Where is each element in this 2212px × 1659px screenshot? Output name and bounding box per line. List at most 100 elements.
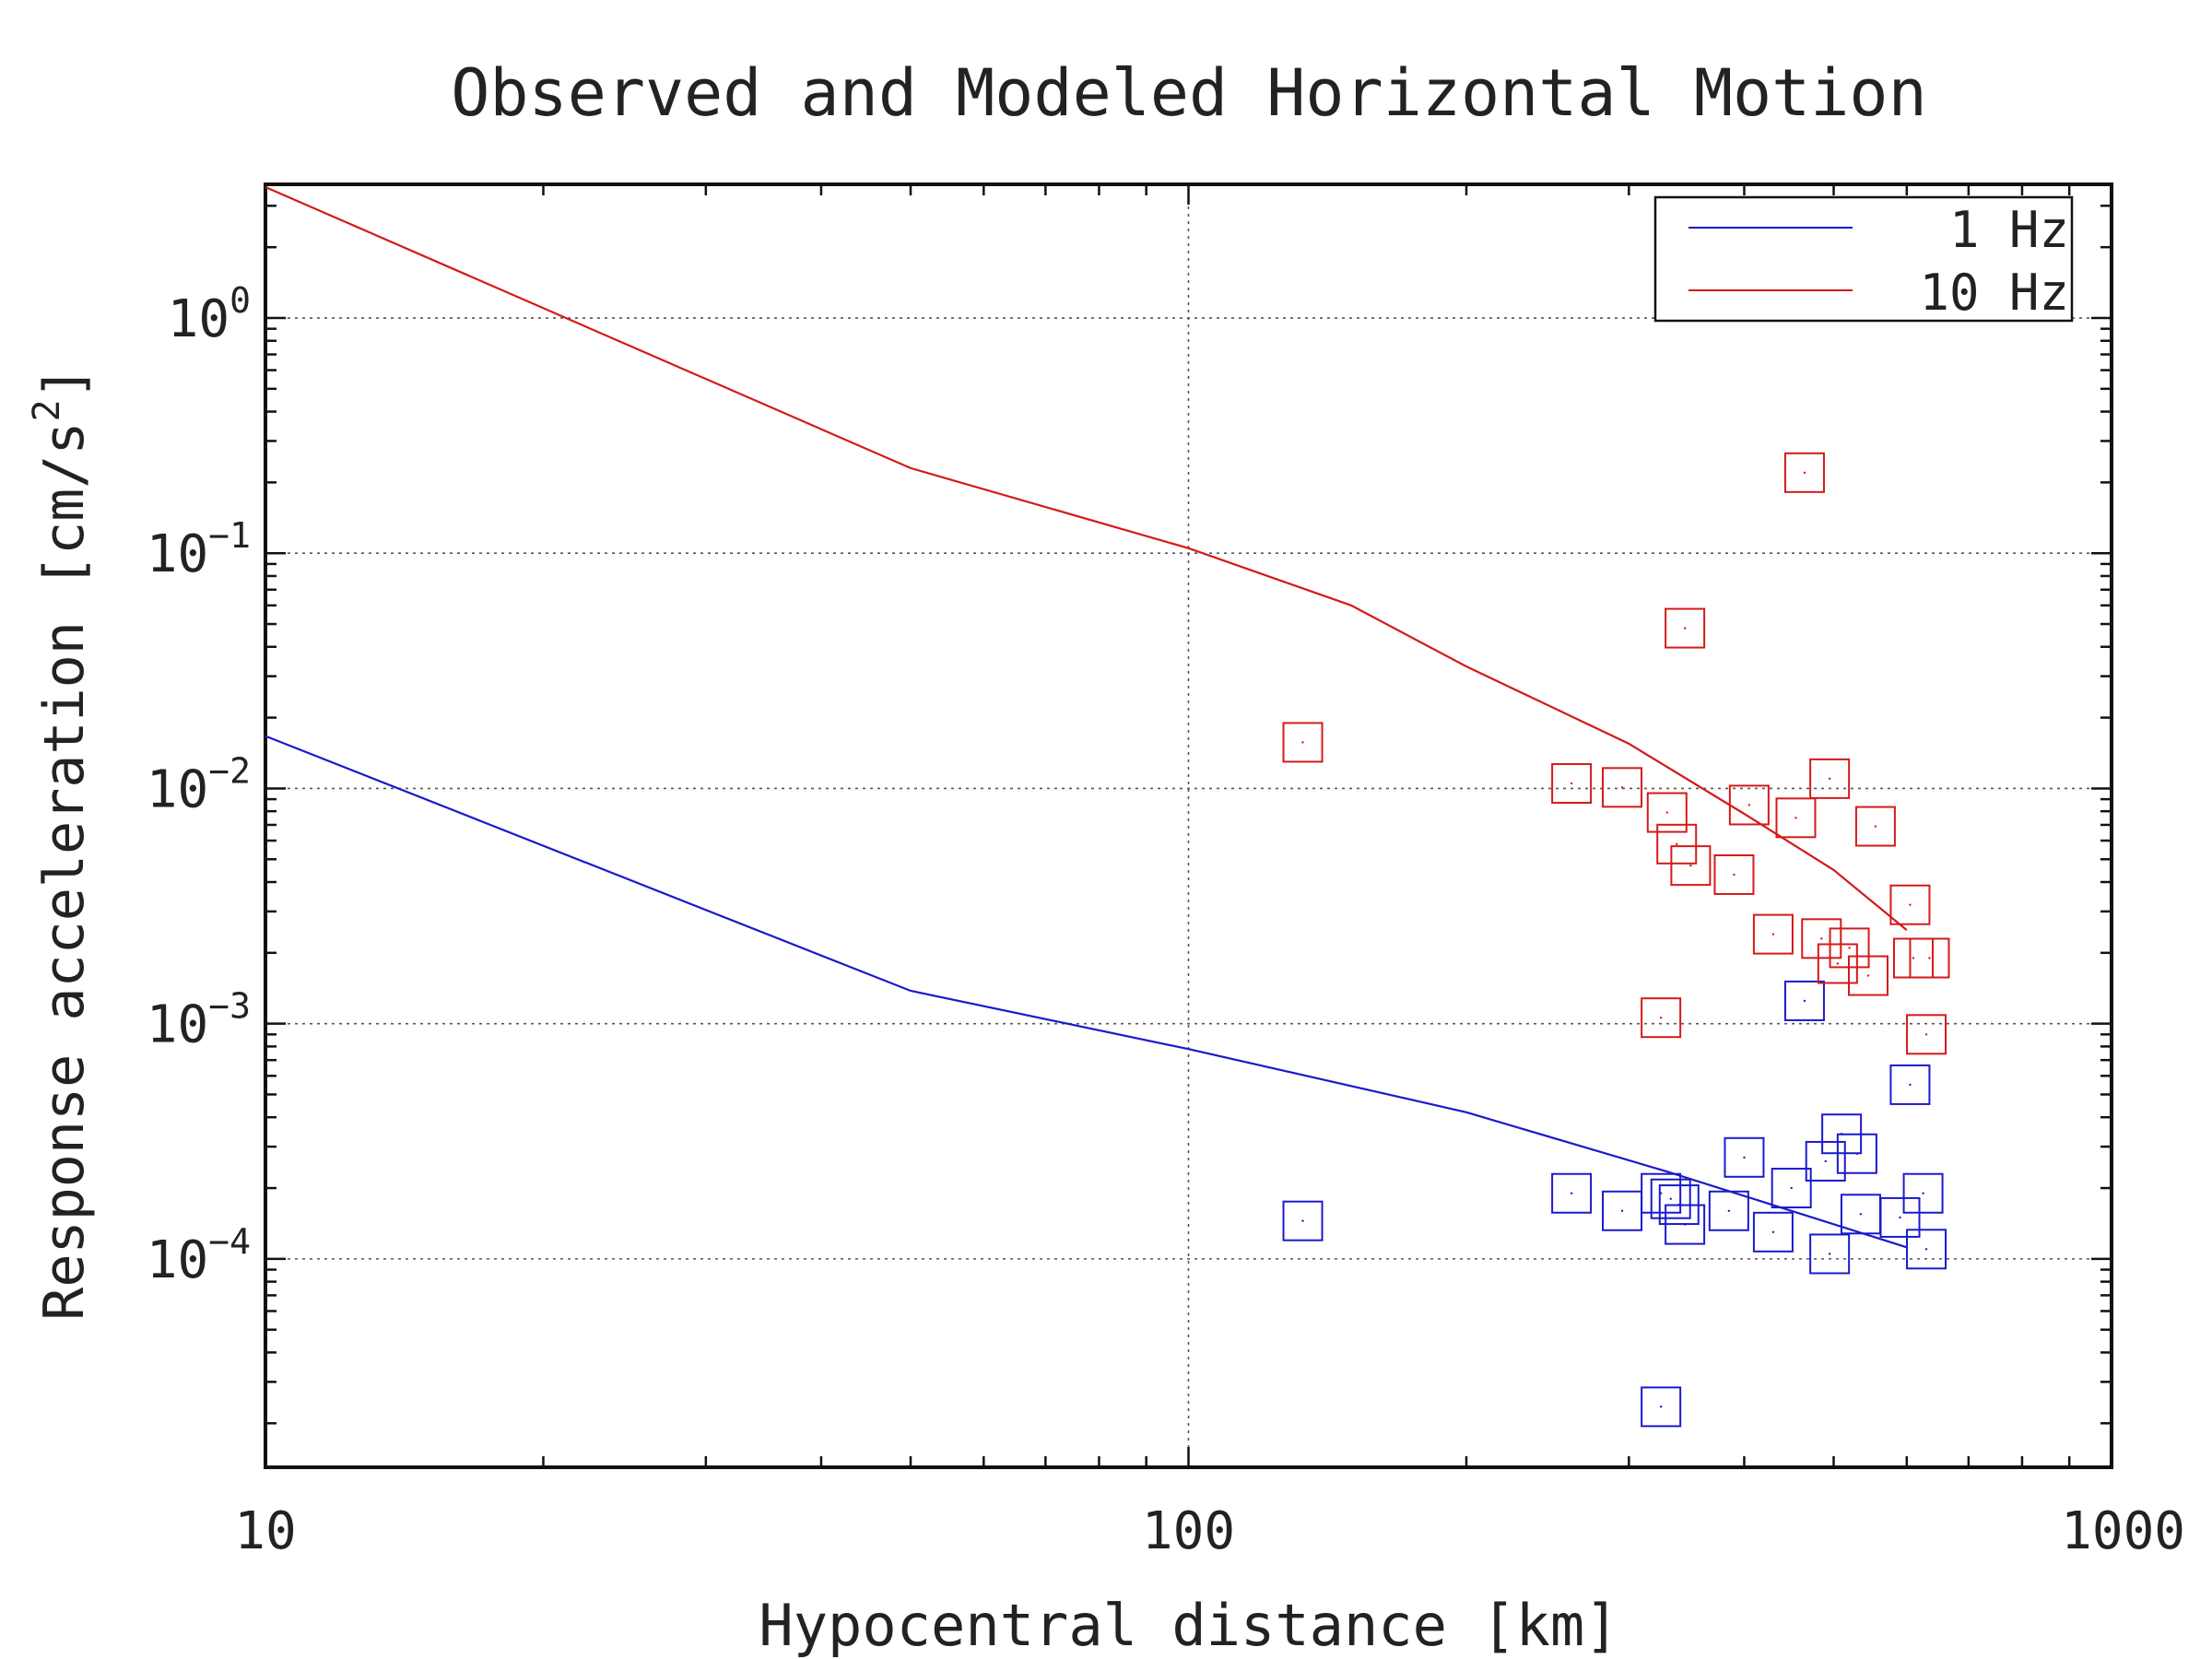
observed-marker-1hz: [1724, 1136, 1765, 1178]
observed-marker-center-10hz: [1771, 933, 1775, 935]
observed-marker-10hz: [1801, 918, 1842, 959]
legend-box: [1653, 195, 2074, 323]
observed-marker-center-1hz: [1301, 1219, 1304, 1222]
y-tick-label-base: 10: [168, 289, 229, 349]
observed-marker-10hz: [1670, 845, 1712, 887]
observed-marker-1hz: [1889, 1064, 1931, 1105]
observed-marker-10hz: [1602, 767, 1643, 808]
x-tick-label: 100: [1142, 1501, 1235, 1561]
observed-marker-10hz: [1809, 758, 1851, 799]
observed-marker-10hz: [1551, 763, 1593, 805]
observed-marker-10hz: [1783, 452, 1825, 493]
observed-marker-center-1hz: [1570, 1192, 1573, 1194]
observed-marker-center-1hz: [1727, 1209, 1731, 1212]
observed-marker-1hz: [1282, 1200, 1324, 1241]
observed-marker-1hz: [1665, 1204, 1706, 1245]
observed-marker-center-1hz: [1922, 1192, 1924, 1194]
observed-marker-center-1hz: [1824, 1159, 1827, 1163]
y-tick-label: 100: [168, 280, 251, 349]
observed-marker-center-10hz: [1909, 903, 1912, 906]
observed-marker-center-10hz: [1733, 873, 1735, 877]
y-axis-label-superscript: 2: [26, 399, 68, 421]
y-tick-label-exponent: −3: [208, 986, 251, 1027]
observed-marker-center-10hz: [1747, 804, 1751, 806]
observed-marker-center-1hz: [1828, 1253, 1831, 1255]
observed-marker-center-10hz: [1676, 842, 1678, 846]
observed-marker-center-1hz: [1899, 1216, 1901, 1219]
observed-marker-10hz: [1282, 722, 1324, 763]
observed-marker-10hz: [1646, 792, 1688, 833]
y-tick-label-exponent: −1: [208, 515, 251, 556]
model-line-1hz: [265, 735, 1908, 1249]
legend-label-1hz: 1 Hz: [1949, 201, 2069, 259]
observed-marker-center-10hz: [1820, 937, 1823, 940]
observed-marker-10hz: [1728, 784, 1770, 826]
observed-marker-center-1hz: [1909, 1083, 1912, 1087]
observed-marker-center-1hz: [1743, 1156, 1746, 1159]
y-tick-label: 10−4: [147, 1221, 251, 1290]
observed-marker-1hz: [1906, 1229, 1947, 1270]
observed-marker-1hz: [1879, 1196, 1921, 1238]
model-line-10hz: [265, 185, 1908, 931]
observed-marker-center-10hz: [1689, 864, 1692, 867]
observed-marker-1hz: [1641, 1386, 1682, 1428]
observed-marker-10hz: [1713, 853, 1755, 895]
observed-marker-10hz: [1656, 823, 1698, 865]
observed-marker-center-10hz: [1659, 1016, 1663, 1019]
y-tick-label: 10−1: [147, 515, 251, 584]
observed-marker-1hz: [1650, 1178, 1691, 1219]
observed-marker-10hz: [1848, 955, 1889, 996]
observed-marker-center-10hz: [1928, 957, 1931, 959]
observed-marker-center-1hz: [1859, 1213, 1863, 1216]
observed-marker-1hz: [1836, 1133, 1877, 1174]
observed-marker-center-1hz: [1790, 1186, 1793, 1190]
y-tick-label-exponent: −2: [208, 750, 251, 791]
observed-marker-center-10hz: [1848, 947, 1851, 949]
observed-marker-center-1hz: [1669, 1197, 1672, 1200]
observed-marker-10hz: [1817, 943, 1858, 984]
legend-label-10hz: 10 Hz: [1919, 264, 2069, 322]
observed-marker-1hz: [1902, 1172, 1944, 1214]
observed-marker-1hz: [1752, 1211, 1794, 1253]
x-axis-label: Hypocentral distance [km]: [759, 1592, 1618, 1659]
observed-marker-1hz: [1641, 1172, 1682, 1214]
observed-marker-center-10hz: [1874, 825, 1877, 828]
observed-marker-1hz: [1708, 1190, 1749, 1231]
plot-frame: [264, 182, 2113, 1469]
observed-marker-10hz: [1665, 607, 1706, 649]
y-tick-label-exponent: −4: [208, 1221, 251, 1262]
observed-marker-center-10hz: [1836, 962, 1840, 965]
x-tick-label: 1000: [2061, 1501, 2185, 1561]
observed-marker-10hz: [1641, 997, 1682, 1039]
observed-marker-center-10hz: [1665, 811, 1668, 814]
observed-marker-10hz: [1752, 913, 1794, 955]
observed-marker-center-1hz: [1855, 1152, 1859, 1155]
observed-marker-center-10hz: [1683, 627, 1687, 629]
series-layer: [265, 185, 1950, 1428]
observed-marker-center-1hz: [1771, 1230, 1775, 1233]
y-tick-label: 10−2: [147, 750, 251, 819]
y-tick-label: 10−3: [147, 986, 251, 1055]
y-axis-label: Response acceleration [cm/s2]: [26, 366, 97, 1321]
observed-marker-1hz: [1551, 1172, 1593, 1214]
y-tick-label-base: 10: [147, 995, 208, 1055]
observed-marker-1hz: [1809, 1233, 1851, 1275]
observed-marker-center-10hz: [1912, 957, 1915, 959]
observed-marker-center-10hz: [1924, 1033, 1928, 1036]
observed-marker-center-1hz: [1683, 1223, 1687, 1226]
observed-marker-10hz: [1889, 884, 1931, 925]
observed-marker-10hz: [1906, 1014, 1947, 1055]
observed-marker-center-10hz: [1794, 817, 1797, 819]
observed-marker-1hz: [1805, 1140, 1846, 1182]
observed-marker-center-1hz: [1924, 1248, 1928, 1251]
y-tick-label-exponent: 0: [229, 280, 251, 321]
observed-marker-center-1hz: [1803, 999, 1806, 1003]
x-tick-labels: 10 100 1000: [234, 1501, 2185, 1561]
observed-marker-1hz: [1783, 980, 1825, 1021]
observed-marker-10hz: [1775, 797, 1817, 839]
observed-marker-center-10hz: [1301, 741, 1304, 744]
observed-marker-1hz: [1771, 1168, 1812, 1209]
observed-marker-center-10hz: [1828, 777, 1831, 781]
observed-marker-center-1hz: [1659, 1406, 1663, 1408]
